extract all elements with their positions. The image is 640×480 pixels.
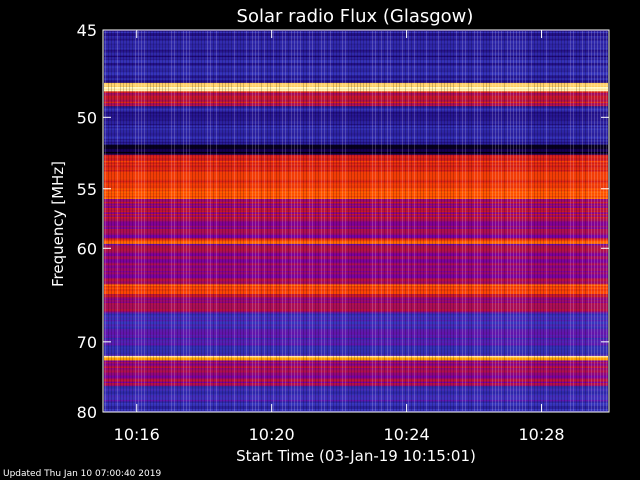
y-tick-label: 70 bbox=[77, 333, 97, 352]
frequency-band bbox=[104, 144, 608, 156]
frequency-band bbox=[104, 82, 608, 92]
x-tick-label: 10:16 bbox=[114, 425, 160, 444]
heatmap-texture bbox=[105, 31, 607, 411]
frequency-band bbox=[104, 182, 608, 200]
frequency-band bbox=[104, 312, 608, 357]
frequency-band bbox=[104, 239, 608, 245]
frequency-band bbox=[104, 386, 608, 413]
frequency-band bbox=[104, 106, 608, 146]
y-tick-label: 80 bbox=[77, 403, 97, 422]
chart-title: Solar radio Flux (Glasgow) bbox=[237, 6, 474, 27]
y-tick-label: 55 bbox=[77, 180, 97, 199]
x-tick-label: 10:20 bbox=[249, 425, 295, 444]
y-tick-label: 60 bbox=[77, 239, 97, 258]
y-tick-label: 50 bbox=[77, 108, 97, 127]
plot-frame bbox=[102, 29, 610, 413]
frequency-band bbox=[104, 219, 608, 240]
frequency-band bbox=[104, 91, 608, 107]
x-axis: 10:16 10:20 10:24 10:28 bbox=[114, 30, 565, 444]
frequency-band bbox=[104, 284, 608, 295]
frequency-band bbox=[104, 30, 608, 84]
frequency-band bbox=[104, 355, 608, 361]
x-axis-label: Start Time (03-Jan-19 10:15:01) bbox=[236, 447, 476, 465]
y-axis-label: Frequency [MHz] bbox=[49, 161, 67, 287]
heatmap-area bbox=[103, 30, 609, 413]
frequency-band bbox=[104, 199, 608, 221]
x-tick-label: 10:28 bbox=[518, 425, 564, 444]
frequency-band bbox=[104, 293, 608, 313]
x-tick-label: 10:24 bbox=[384, 425, 430, 444]
frequency-band bbox=[104, 360, 608, 387]
frequency-band bbox=[104, 154, 608, 183]
y-tick-label: 45 bbox=[77, 21, 97, 40]
frequency-band bbox=[104, 243, 608, 285]
updated-timestamp: Updated Thu Jan 10 07:00:40 2019 bbox=[3, 469, 162, 479]
y-axis: 45 50 55 60 70 80 bbox=[77, 21, 609, 422]
